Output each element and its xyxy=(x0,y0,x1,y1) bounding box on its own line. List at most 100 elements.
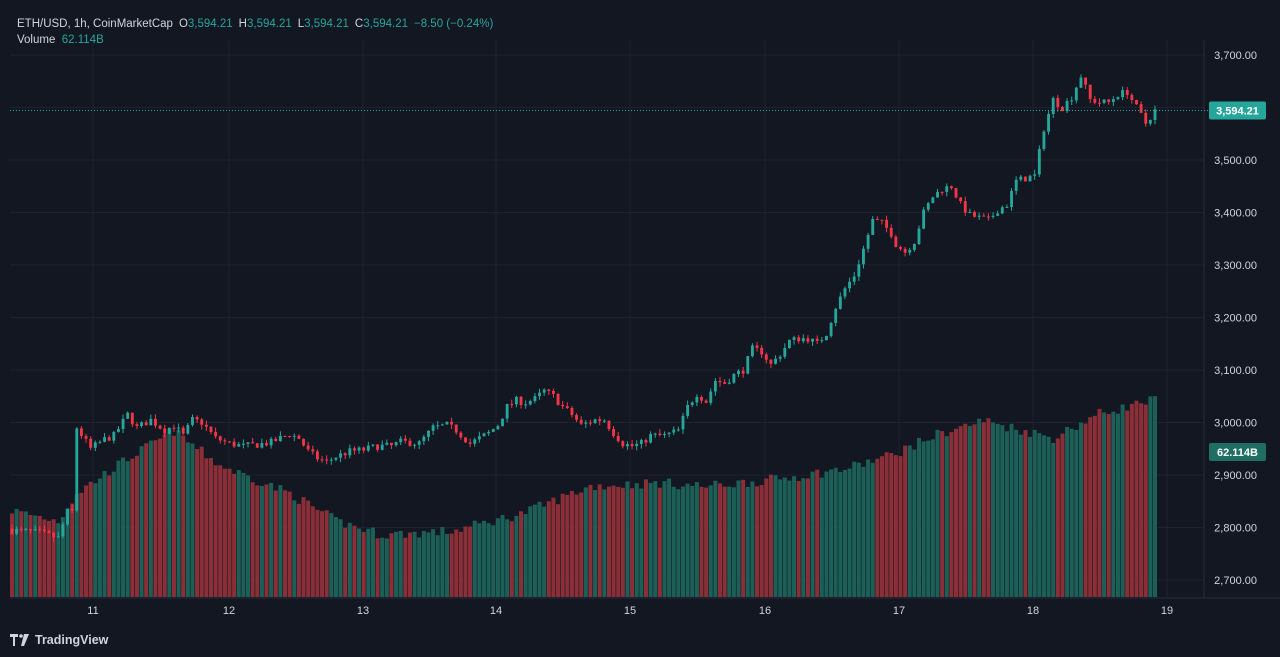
candle-body[interactable] xyxy=(936,191,939,198)
candle-body[interactable] xyxy=(681,415,685,430)
candle-body[interactable] xyxy=(602,420,606,422)
candle-body[interactable] xyxy=(1019,176,1023,180)
candle-body[interactable] xyxy=(1033,174,1037,176)
candle-body[interactable] xyxy=(755,345,759,348)
candle-body[interactable] xyxy=(454,424,458,433)
candle-body[interactable] xyxy=(283,435,287,437)
candle-body[interactable] xyxy=(1116,97,1120,100)
candle-body[interactable] xyxy=(79,428,83,436)
candle-body[interactable] xyxy=(450,421,454,425)
candle-body[interactable] xyxy=(1121,90,1125,98)
candle-body[interactable] xyxy=(112,431,116,441)
candle-body[interactable] xyxy=(1102,99,1106,103)
candle-body[interactable] xyxy=(353,448,356,451)
candle-body[interactable] xyxy=(487,431,491,434)
candle-body[interactable] xyxy=(741,370,745,374)
candle-body[interactable] xyxy=(797,337,801,342)
candle-body[interactable] xyxy=(237,444,241,447)
candle-body[interactable] xyxy=(29,529,32,531)
candle-body[interactable] xyxy=(565,406,569,408)
candle-body[interactable] xyxy=(501,418,504,427)
candle-body[interactable] xyxy=(251,442,255,444)
candle-body[interactable] xyxy=(218,436,222,441)
candle-body[interactable] xyxy=(121,418,125,429)
candle-body[interactable] xyxy=(75,428,79,511)
candle-body[interactable] xyxy=(66,508,69,525)
candle-body[interactable] xyxy=(750,345,754,357)
candle-body[interactable] xyxy=(653,433,657,435)
candle-body[interactable] xyxy=(519,396,523,405)
candle-body[interactable] xyxy=(1098,102,1101,104)
candle-body[interactable] xyxy=(621,441,625,447)
volume-label[interactable]: Volume xyxy=(17,34,56,46)
candle-body[interactable] xyxy=(991,215,995,217)
candle-body[interactable] xyxy=(801,338,805,342)
candle-body[interactable] xyxy=(1144,112,1148,124)
candle-body[interactable] xyxy=(704,400,708,403)
candle-body[interactable] xyxy=(468,442,472,444)
candle-body[interactable] xyxy=(547,389,551,391)
candle-body[interactable] xyxy=(98,441,102,443)
candle-body[interactable] xyxy=(538,392,541,397)
candle-body[interactable] xyxy=(371,444,375,446)
candle-body[interactable] xyxy=(1037,148,1041,175)
candle-body[interactable] xyxy=(667,432,671,434)
candle-body[interactable] xyxy=(912,244,916,250)
candle-body[interactable] xyxy=(727,382,731,384)
candle-body[interactable] xyxy=(732,374,736,383)
candle-body[interactable] xyxy=(792,337,796,340)
candle-body[interactable] xyxy=(195,417,199,420)
candle-body[interactable] xyxy=(838,296,842,309)
candle-body[interactable] xyxy=(246,442,250,444)
candle-body[interactable] xyxy=(394,442,398,446)
candle-body[interactable] xyxy=(630,444,634,447)
candle-body[interactable] xyxy=(181,427,185,434)
candle-body[interactable] xyxy=(427,430,430,437)
candle-body[interactable] xyxy=(644,440,648,443)
candle-body[interactable] xyxy=(820,340,824,342)
candle-body[interactable] xyxy=(598,419,602,422)
candle-body[interactable] xyxy=(1051,97,1055,114)
candle-body[interactable] xyxy=(510,404,514,406)
candle-body[interactable] xyxy=(357,447,361,451)
candle-body[interactable] xyxy=(1014,179,1018,191)
candle-body[interactable] xyxy=(343,453,347,456)
candle-body[interactable] xyxy=(186,424,190,434)
candle-body[interactable] xyxy=(366,445,370,451)
candle-body[interactable] xyxy=(362,447,366,451)
candle-body[interactable] xyxy=(306,445,310,450)
candle-body[interactable] xyxy=(894,236,898,248)
candle-body[interactable] xyxy=(1070,100,1074,102)
candle-body[interactable] xyxy=(542,389,546,393)
candle-body[interactable] xyxy=(1074,87,1078,101)
candle-body[interactable] xyxy=(584,422,588,424)
candle-body[interactable] xyxy=(260,443,264,448)
candle-body[interactable] xyxy=(1061,106,1064,112)
candle-body[interactable] xyxy=(269,438,273,446)
candle-body[interactable] xyxy=(871,218,875,235)
candle-body[interactable] xyxy=(130,412,134,425)
candle-body[interactable] xyxy=(154,418,157,426)
candle-body[interactable] xyxy=(223,440,227,442)
candle-body[interactable] xyxy=(880,219,884,221)
candle-body[interactable] xyxy=(862,248,865,265)
candle-body[interactable] xyxy=(524,404,528,406)
candle-body[interactable] xyxy=(658,433,662,436)
candle-body[interactable] xyxy=(1153,109,1157,120)
candle-body[interactable] xyxy=(315,451,319,460)
candle-body[interactable] xyxy=(1139,104,1143,113)
candle-body[interactable] xyxy=(866,234,870,249)
candle-body[interactable] xyxy=(482,433,486,437)
candle-body[interactable] xyxy=(200,419,204,425)
candle-body[interactable] xyxy=(278,435,282,442)
candle-body[interactable] xyxy=(570,408,574,415)
candle-body[interactable] xyxy=(774,358,777,364)
candle-body[interactable] xyxy=(61,524,65,537)
candle-body[interactable] xyxy=(899,247,902,249)
candle-body[interactable] xyxy=(93,442,97,448)
candle-body[interactable] xyxy=(339,453,342,458)
candle-body[interactable] xyxy=(440,424,444,426)
candle-body[interactable] xyxy=(575,414,578,420)
candle-body[interactable] xyxy=(690,402,694,405)
